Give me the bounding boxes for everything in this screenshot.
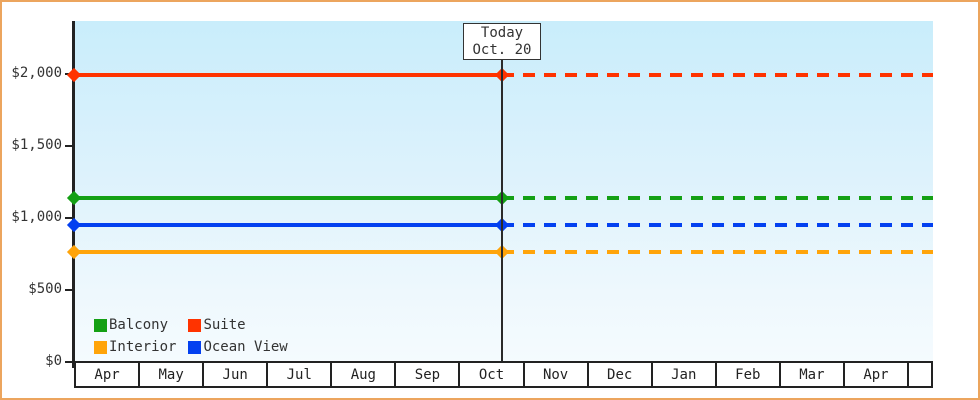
legend-label: Interior [109,339,177,355]
month-cell: Feb [717,363,781,386]
month-cell-empty [909,363,931,386]
series-line-balcony-dashed [502,196,933,200]
y-tick-label: $500 [28,281,62,297]
legend-swatch-icon [188,340,202,354]
legend-label: Balcony [109,317,169,333]
legend-swatch-icon [94,340,107,354]
y-tick-mark [65,361,73,363]
legend-swatch-icon [94,318,107,332]
today-vertical-line [501,59,503,362]
month-cell: Nov [525,363,589,386]
series-line-interior-solid [74,250,502,254]
month-cell: Oct [460,363,525,386]
month-cell: May [140,363,205,386]
series-line-suite-solid [74,73,502,77]
y-tick-mark [65,289,73,291]
y-tick-label: $0 [45,353,62,369]
legend-item-suite: Suite [188,317,287,333]
month-cell: Jan [653,363,717,386]
chart-legend: Balcony Suite Interior Ocean View [94,317,288,355]
month-cell: Aug [332,363,397,386]
month-cell: Sep [396,363,461,386]
y-tick-label: $1,500 [11,137,62,153]
legend-swatch-icon [188,318,202,332]
today-date-label: Oct. 20 [472,42,532,58]
legend-item-ocean-view: Ocean View [188,339,288,355]
y-tick-mark [65,217,73,219]
series-line-ocean-view-solid [74,223,502,227]
month-cell: Jun [204,363,269,386]
legend-item-interior: Interior [94,339,176,355]
legend-label: Ocean View [203,339,288,355]
y-tick-label: $2,000 [11,65,62,81]
legend-item-balcony: Balcony [94,317,176,333]
series-line-interior-dashed [502,250,933,254]
series-line-ocean-view-dashed [502,223,933,227]
today-label: Today [480,25,524,41]
month-cell: Jul [268,363,333,386]
month-cell: Mar [781,363,845,386]
y-tick-label: $1,000 [11,209,62,225]
month-cell: Apr [76,363,141,386]
series-line-suite-dashed [502,73,933,77]
legend-label: Suite [203,317,246,333]
month-cell: Apr [845,363,910,386]
x-axis-month-table: Apr May Jun Jul Aug Sep Oct Nov Dec Jan Feb Mar Apr [74,361,933,388]
today-annotation-box: Today Oct. 20 [463,23,541,60]
series-line-balcony-solid [74,196,502,200]
y-tick-mark [65,145,73,147]
month-cell: Dec [589,363,653,386]
